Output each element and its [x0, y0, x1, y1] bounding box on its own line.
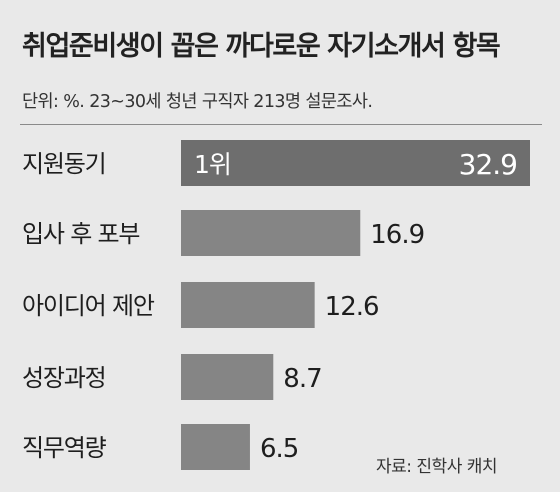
category-label: 입사 후 포부: [22, 220, 139, 248]
rank-label: 1위: [194, 150, 231, 179]
category-label: 지원동기: [22, 150, 106, 178]
chart-subtitle: 단위: %. 23~30세 청년 구직자 213명 설문조사.: [22, 92, 373, 112]
bar: [181, 140, 530, 186]
value-label: 16.9: [370, 220, 424, 250]
source-note: 자료: 진학사 캐치: [376, 457, 498, 477]
value-label: 6.5: [260, 434, 298, 464]
bar: [181, 210, 361, 256]
chart-title: 취업준비생이 꼽은 까다로운 자기소개서 항목: [22, 31, 501, 62]
value-label: 32.9: [459, 148, 517, 181]
value-label: 12.6: [325, 292, 379, 322]
value-label: 8.7: [283, 364, 321, 394]
category-label: 성장과정: [22, 364, 106, 392]
category-label: 아이디어 제안: [22, 292, 155, 320]
divider: [20, 124, 542, 125]
bar: [181, 354, 274, 400]
bar: [181, 424, 250, 470]
category-label: 직무역량: [22, 434, 107, 462]
bar: [181, 282, 315, 328]
